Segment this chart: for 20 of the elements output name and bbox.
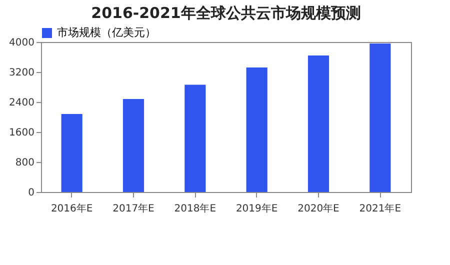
bar <box>61 114 82 192</box>
bar <box>184 84 206 192</box>
chart-title: 2016-2021年全球公共云市场规模预测 <box>91 4 361 22</box>
x-tick-label: 2017年E <box>112 202 154 214</box>
legend-label: 市场规模（亿美元） <box>57 26 156 39</box>
x-tick-label: 2018年E <box>174 202 216 214</box>
x-tick-label: 2019年E <box>236 202 278 214</box>
bar <box>308 56 330 192</box>
x-tick-label: 2020年E <box>298 202 340 214</box>
bar <box>246 68 268 192</box>
bar <box>370 44 391 192</box>
y-tick-label: 3200 <box>9 68 34 78</box>
y-tick-label: 0 <box>28 188 34 198</box>
bar <box>122 99 144 192</box>
y-tick-label: 4000 <box>9 38 34 48</box>
y-tick-label: 800 <box>15 158 34 168</box>
y-tick-label: 2400 <box>9 98 34 108</box>
x-tick-label: 2021年E <box>359 202 402 214</box>
x-tick-label: 2016年E <box>50 202 93 214</box>
y-tick-label: 1600 <box>9 128 34 138</box>
